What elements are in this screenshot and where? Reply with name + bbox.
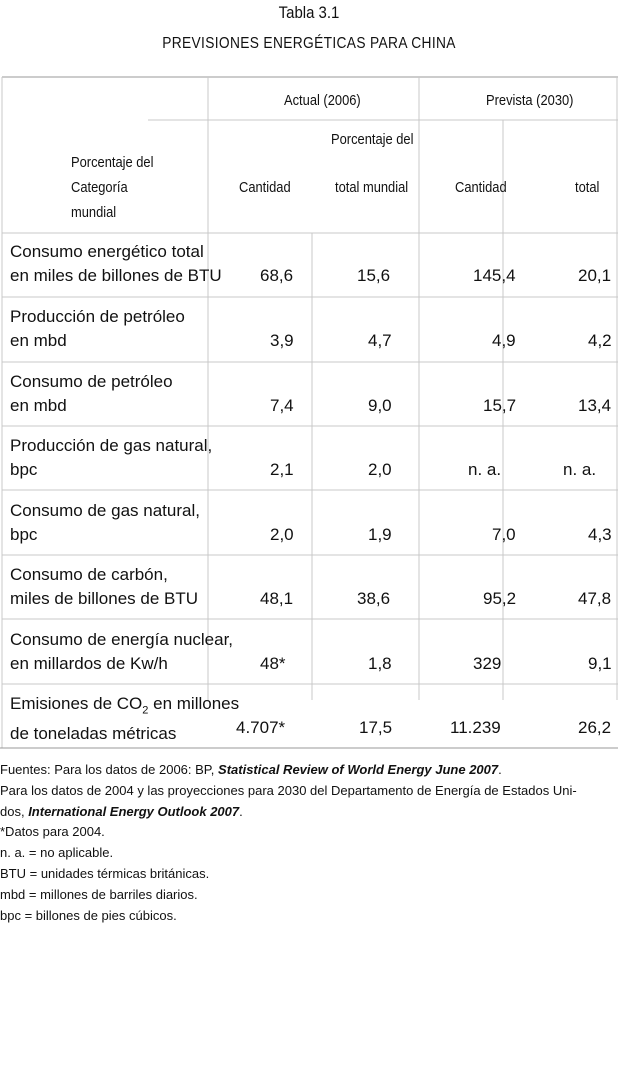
prevista-porcentaje: n. a.: [563, 460, 597, 479]
actual-porcentaje: 38,6: [357, 589, 391, 608]
prevista-porcentaje: 47,8: [578, 589, 612, 608]
prevista-cantidad: 11.239: [450, 718, 501, 737]
header-prevista-2030: Prevista (2030): [486, 92, 574, 109]
header-total-mundial: total mundial: [335, 179, 409, 196]
prevista-porcentaje: 4,3: [588, 525, 612, 544]
actual-porcentaje: 9,0: [368, 396, 392, 415]
actual-porcentaje: 2,0: [368, 460, 392, 479]
row-category: Emisiones de CO2 en millones de tonelada…: [10, 694, 240, 744]
prevista-cantidad: 329: [473, 654, 502, 673]
prevista-porcentaje: 26,2: [578, 718, 612, 737]
title-block: Tabla 3.1 PREVISIONES ENERGÉTICAS PARA C…: [0, 2, 618, 54]
header-categoria-line1: Porcentaje del: [71, 154, 154, 171]
header-actual-2006: Actual (2006): [284, 92, 361, 109]
actual-cantidad: 48*: [260, 654, 286, 673]
actual-cantidad: 68,6: [260, 266, 294, 285]
row-category: Producción de gas natural, bpc: [10, 436, 213, 479]
header-cantidad-actual: Cantidad: [239, 179, 291, 196]
actual-porcentaje: 15,6: [357, 266, 391, 285]
actual-cantidad: 3,9: [270, 331, 294, 350]
note-sources-2004-cont: dos, International Energy Outlook 2007.: [0, 803, 243, 819]
actual-porcentaje: 1,8: [368, 654, 392, 673]
prevista-cantidad: 4,9: [492, 331, 516, 350]
actual-cantidad: 2,1: [270, 460, 294, 479]
note-bpc: bpc = billones de pies cúbicos.: [0, 907, 177, 923]
table-notes: Fuentes: Para los datos de 2006: BP, Sta…: [0, 760, 606, 926]
prevista-cantidad: 7,0: [492, 525, 516, 544]
actual-cantidad: 7,4: [270, 396, 294, 415]
row-category: Consumo energético total en miles de bil…: [10, 242, 222, 285]
actual-porcentaje: 1,9: [368, 525, 392, 544]
header-categoria-line2: Categoría: [71, 179, 128, 196]
table-number: Tabla 3.1: [278, 3, 340, 22]
prevista-porcentaje: 4,2: [588, 331, 612, 350]
header-porcentaje-del: Porcentaje del: [331, 131, 414, 148]
row-category: Consumo de petróleo en mbd: [10, 372, 173, 415]
prevista-porcentaje: 20,1: [578, 266, 612, 285]
prevista-cantidad: 15,7: [483, 396, 517, 415]
actual-cantidad: 48,1: [260, 589, 294, 608]
header-total: total: [575, 179, 600, 196]
note-sources-2004: Para los datos de 2004 y las proyeccione…: [0, 782, 577, 798]
header-cantidad-prevista: Cantidad: [455, 179, 507, 196]
actual-porcentaje: 17,5: [359, 718, 393, 737]
table-title: PREVISIONES ENERGÉTICAS PARA CHINA: [162, 35, 456, 52]
row-category: Consumo de carbón, miles de billones de …: [10, 565, 199, 608]
row-category: Consumo de energía nuclear, en millardos…: [10, 630, 234, 673]
prevista-cantidad: n. a.: [468, 460, 502, 479]
actual-cantidad: 2,0: [270, 525, 294, 544]
note-na: n. a. = no aplicable.: [0, 845, 114, 861]
row-category: Consumo de gas natural, bpc: [10, 501, 200, 544]
note-btu: BTU = unidades térmicas británicas.: [0, 865, 210, 881]
actual-porcentaje: 4,7: [368, 331, 392, 350]
prevista-porcentaje: 13,4: [578, 396, 612, 415]
prevista-cantidad: 145,4: [473, 266, 516, 285]
header-categoria-line3: mundial: [71, 204, 117, 221]
actual-cantidad: 4.707*: [236, 718, 286, 737]
prevista-porcentaje: 9,1: [588, 654, 612, 673]
note-datos-2004: *Datos para 2004.: [0, 824, 105, 840]
note-sources: Fuentes: Para los datos de 2006: BP, Sta…: [0, 762, 502, 777]
note-mbd: mbd = millones de barriles diarios.: [0, 886, 198, 902]
row-category: Producción de petróleo en mbd: [10, 307, 185, 350]
prevista-cantidad: 95,2: [483, 589, 517, 608]
